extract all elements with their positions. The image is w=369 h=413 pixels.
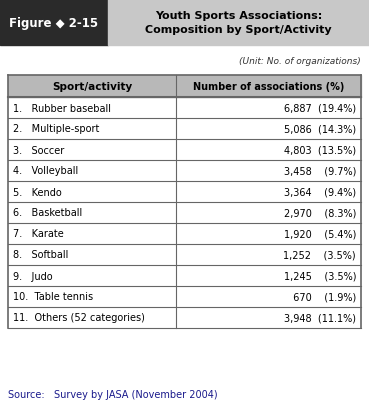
- Text: 11.  Others (52 categories): 11. Others (52 categories): [13, 313, 145, 323]
- Bar: [8, 76, 361, 98]
- Text: 1,252    (3.5%): 1,252 (3.5%): [283, 250, 356, 260]
- Text: 6,887  (19.4%): 6,887 (19.4%): [284, 103, 356, 113]
- Text: 5,086  (14.3%): 5,086 (14.3%): [284, 124, 356, 134]
- Text: 1,920    (5.4%): 1,920 (5.4%): [284, 229, 356, 239]
- Bar: [8, 140, 361, 161]
- Text: Source:   Survey by JASA (November 2004): Source: Survey by JASA (November 2004): [8, 389, 218, 399]
- Text: 3,364    (9.4%): 3,364 (9.4%): [284, 187, 356, 197]
- Bar: [8, 266, 361, 286]
- Text: Composition by Sport/Activity: Composition by Sport/Activity: [145, 25, 332, 35]
- Text: Number of associations (%): Number of associations (%): [193, 82, 344, 92]
- Bar: [8, 244, 361, 266]
- Bar: [8, 182, 361, 202]
- Text: 2.   Multiple-sport: 2. Multiple-sport: [13, 124, 99, 134]
- Text: 670    (1.9%): 670 (1.9%): [287, 292, 356, 302]
- Bar: [8, 223, 361, 244]
- Text: 1,245    (3.5%): 1,245 (3.5%): [283, 271, 356, 281]
- Text: 3,458    (9.7%): 3,458 (9.7%): [284, 166, 356, 176]
- Text: 1.   Rubber baseball: 1. Rubber baseball: [13, 103, 111, 113]
- Text: 5.   Kendo: 5. Kendo: [13, 187, 62, 197]
- Bar: [8, 161, 361, 182]
- Text: Figure ◆ 2-15: Figure ◆ 2-15: [10, 17, 99, 29]
- Bar: [108, 0, 369, 46]
- Text: 2,970    (8.3%): 2,970 (8.3%): [284, 208, 356, 218]
- Bar: [0, 0, 108, 46]
- Text: 8.   Softball: 8. Softball: [13, 250, 68, 260]
- Bar: [8, 98, 361, 119]
- Text: (Unit: No. of organizations): (Unit: No. of organizations): [239, 57, 361, 66]
- Text: 4,803  (13.5%): 4,803 (13.5%): [284, 145, 356, 155]
- Text: 3.   Soccer: 3. Soccer: [13, 145, 64, 155]
- Text: 7.   Karate: 7. Karate: [13, 229, 64, 239]
- Bar: [8, 202, 361, 223]
- Text: Youth Sports Associations:: Youth Sports Associations:: [155, 11, 322, 21]
- Bar: [8, 119, 361, 140]
- Text: 6.   Basketball: 6. Basketball: [13, 208, 82, 218]
- Text: Sport/activity: Sport/activity: [52, 82, 132, 92]
- Text: 10.  Table tennis: 10. Table tennis: [13, 292, 93, 302]
- Bar: [8, 286, 361, 307]
- Bar: [8, 307, 361, 328]
- Text: 4.   Volleyball: 4. Volleyball: [13, 166, 78, 176]
- Text: 9.   Judo: 9. Judo: [13, 271, 53, 281]
- Text: 3,948  (11.1%): 3,948 (11.1%): [284, 313, 356, 323]
